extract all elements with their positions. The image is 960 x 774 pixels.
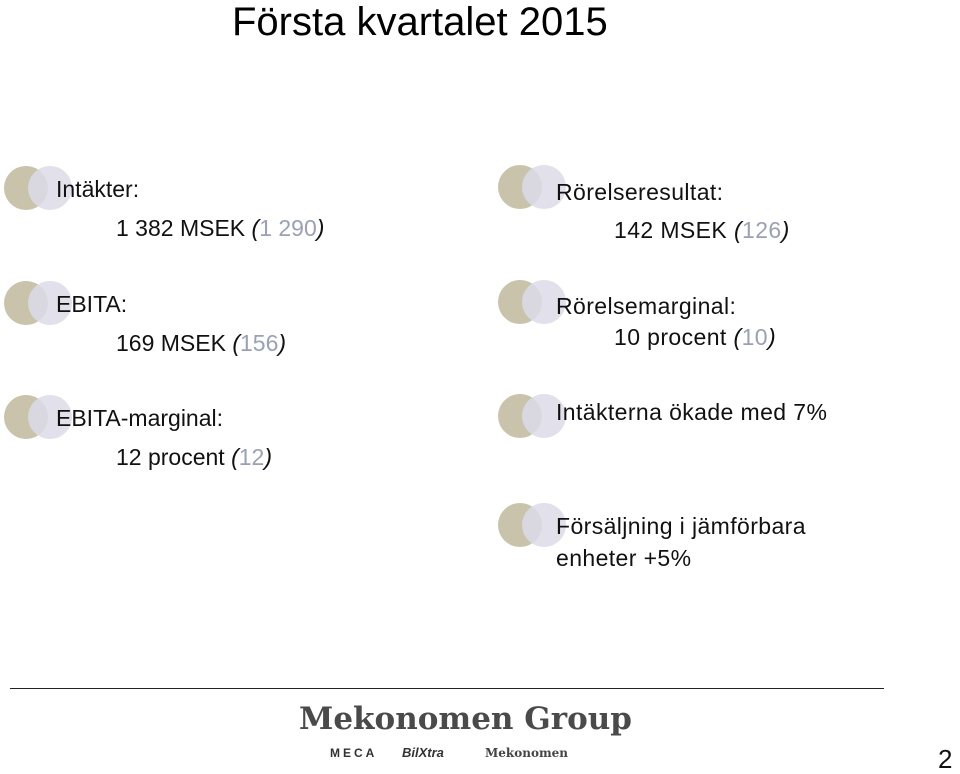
bullet-icon	[498, 394, 566, 438]
kpi-label: Rörelsemarginal:	[556, 293, 737, 319]
kpi-label-line2: enheter +5%	[556, 545, 692, 571]
prev-open: (	[727, 217, 743, 243]
prev-open: (	[225, 330, 241, 356]
page-title: Första kvartalet 2015	[232, 0, 608, 44]
kpi-previous: 1 290	[259, 215, 317, 241]
kpi-label: Rörelseresultat:	[556, 179, 724, 205]
kpi-label-line1: Försäljning i jämförbara	[556, 513, 806, 539]
prev-open: (	[224, 444, 239, 470]
kpi-previous: 10	[741, 324, 768, 350]
page-number: 2	[938, 744, 953, 774]
kpi-value: 169 MSEK	[116, 330, 226, 356]
kpi-previous: 12	[238, 444, 265, 470]
kpi-label: EBITA:	[56, 291, 128, 317]
kpi-value: 10 procent	[614, 324, 727, 350]
prev-close: )	[767, 324, 777, 350]
prev-close: )	[781, 217, 790, 243]
kpi-label: EBITA-marginal:	[56, 405, 224, 431]
bullet-icon	[4, 395, 72, 439]
kpi-label: Intäkter:	[56, 176, 140, 202]
kpi-previous: 126	[742, 217, 782, 243]
bullet-icon	[4, 166, 72, 210]
bullet-icon	[498, 503, 566, 547]
kpi-previous: 156	[240, 330, 279, 356]
kpi-value-line: 169 MSEK (156)	[116, 328, 286, 358]
kpi-label: Intäkterna ökade med 7%	[556, 399, 828, 425]
kpi-value-line: 142 MSEK (126)	[614, 215, 790, 245]
kpi-value-line: 12 procent (12)	[116, 442, 272, 472]
bullet-icon	[498, 280, 566, 324]
prev-open: (	[245, 215, 260, 241]
brand-logos: MECA BilXtra Mekonomen	[330, 744, 570, 764]
brand-logo-mekonomen: Mekonomen	[485, 746, 569, 760]
prev-open: (	[726, 324, 742, 350]
kpi-value-line: 1 382 MSEK (1 290)	[116, 213, 324, 243]
prev-close: )	[316, 215, 325, 241]
brand-logo-bilxtra: BilXtra	[402, 745, 444, 760]
kpi-value: 1 382 MSEK	[116, 215, 246, 241]
footer-divider	[10, 688, 884, 689]
kpi-value: 12 procent	[116, 444, 225, 470]
brand-logo-meca: MECA	[330, 746, 378, 760]
bullet-icon	[498, 165, 566, 209]
prev-close: )	[264, 444, 273, 470]
company-logo: Mekonomen Group	[299, 701, 632, 737]
kpi-value-line: 10 procent (10)	[614, 322, 776, 352]
prev-close: )	[278, 330, 287, 356]
kpi-value: 142 MSEK	[614, 217, 728, 243]
bullet-icon	[4, 281, 72, 325]
